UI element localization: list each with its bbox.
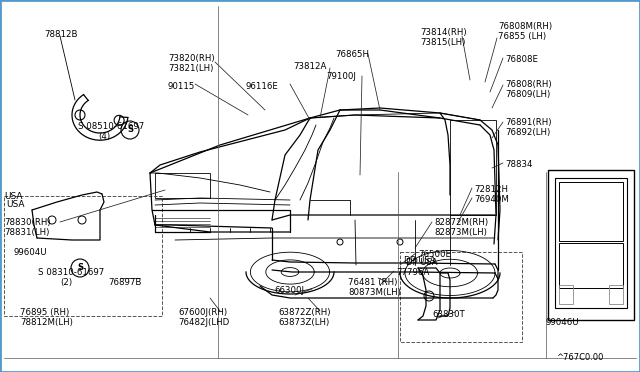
Text: 76892(LH): 76892(LH): [505, 128, 550, 137]
Bar: [609, 285, 623, 304]
Text: 78830(RH): 78830(RH): [4, 218, 51, 227]
Bar: [548, 170, 634, 320]
Text: 76500E: 76500E: [418, 250, 451, 259]
Text: 72812H: 72812H: [474, 185, 508, 194]
Text: 73820(RH): 73820(RH): [168, 54, 214, 63]
Text: USA: USA: [6, 200, 24, 209]
Text: S: S: [77, 263, 83, 273]
Text: 99046U: 99046U: [546, 318, 580, 327]
Text: 78831(LH): 78831(LH): [4, 228, 49, 237]
Text: 76808(RH): 76808(RH): [505, 80, 552, 89]
Text: 76865H: 76865H: [335, 50, 369, 59]
Text: 63873Z(LH): 63873Z(LH): [278, 318, 329, 327]
Text: 77796A: 77796A: [396, 268, 429, 277]
Text: 78812M(LH): 78812M(LH): [20, 318, 73, 327]
Text: 90115: 90115: [168, 82, 195, 91]
Text: (2): (2): [60, 278, 72, 287]
Text: 76808M(RH): 76808M(RH): [498, 22, 552, 31]
Bar: [450, 120, 496, 215]
Bar: [559, 243, 623, 288]
Text: 76940M: 76940M: [474, 195, 509, 204]
Text: 73812A: 73812A: [293, 62, 326, 71]
Text: 67600J(RH): 67600J(RH): [178, 308, 227, 317]
Text: 73814(RH): 73814(RH): [420, 28, 467, 37]
Text: 76481 (RH): 76481 (RH): [348, 278, 397, 287]
Bar: [559, 182, 623, 241]
Text: 63830T: 63830T: [432, 310, 465, 319]
Text: 79100J: 79100J: [326, 72, 356, 81]
Text: USA: USA: [4, 192, 22, 201]
Text: S: S: [127, 125, 133, 135]
Text: 82873M(LH): 82873M(LH): [434, 228, 487, 237]
Text: DP USA: DP USA: [404, 256, 435, 265]
Text: 76855 (LH): 76855 (LH): [498, 32, 546, 41]
Bar: [559, 285, 573, 304]
Text: 78812B: 78812B: [44, 30, 77, 39]
Text: 66300J: 66300J: [274, 286, 304, 295]
Bar: [155, 173, 210, 198]
Bar: [555, 178, 627, 308]
Text: 99604U: 99604U: [14, 248, 47, 257]
Text: ^767C0.00: ^767C0.00: [556, 353, 604, 362]
Text: 76482J(LHD: 76482J(LHD: [178, 318, 229, 327]
Text: S 08310-61697: S 08310-61697: [38, 268, 104, 277]
Text: 76809(LH): 76809(LH): [505, 90, 550, 99]
Text: 76895 (RH): 76895 (RH): [20, 308, 69, 317]
Text: 76808E: 76808E: [505, 55, 538, 64]
Text: 82872M(RH): 82872M(RH): [434, 218, 488, 227]
Text: S 08510-61697: S 08510-61697: [78, 122, 144, 131]
Text: 80873M(LH): 80873M(LH): [348, 288, 401, 297]
Text: 63872Z(RH): 63872Z(RH): [278, 308, 330, 317]
Text: (4): (4): [98, 132, 110, 141]
Text: 73815(LH): 73815(LH): [420, 38, 465, 47]
Text: 73821(LH): 73821(LH): [168, 64, 213, 73]
Text: 78834: 78834: [505, 160, 532, 169]
Text: 76897B: 76897B: [108, 278, 141, 287]
Text: 96116E: 96116E: [246, 82, 279, 91]
Bar: [4, 196, 162, 316]
Bar: [400, 252, 522, 342]
Text: 76891(RH): 76891(RH): [505, 118, 552, 127]
Text: DP USA: DP USA: [406, 258, 438, 267]
